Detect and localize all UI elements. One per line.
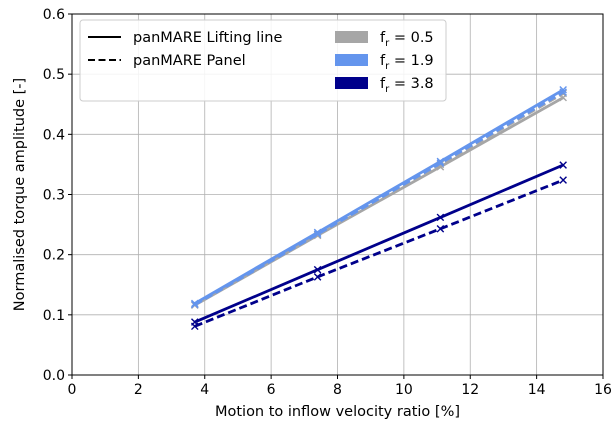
series-panel-fr-1-9-marker [559,88,567,97]
y-axis-label: Normalised torque amplitude [-] [12,78,28,311]
x-axis-label: Motion to inflow velocity ratio [%] [215,404,460,420]
series-panel-fr-1-9-marker [313,230,322,239]
series-panel-fr-3-8-marker [559,176,567,184]
series-panel-fr-3-8-marker [436,225,445,233]
legend-label-fr-3-8: fr = 3.8 [380,76,434,95]
x-tick-label: 6 [267,382,276,398]
y-tick-label: 0.1 [43,308,65,324]
x-tick-label: 12 [461,382,479,398]
series-panel-fr-1-9-line [194,90,564,306]
series-lifting-fr-3-8-marker [559,161,567,169]
y-tick-label: 0.2 [43,248,65,264]
legend-label-fr-1-9: fr = 1.9 [380,53,434,72]
y-tick-label: 0.5 [43,67,65,83]
series-panel-fr-1-9-marker [190,300,199,309]
series-lifting-fr-0-5-line [194,96,564,307]
y-tick-label: 0.3 [43,188,65,204]
legend-swatch-fr-1-9 [335,54,368,66]
legend-label-lifting-line: panMARE Lifting line [133,30,282,46]
series-lifting-fr-1-9-line [194,88,564,305]
legend: panMARE Lifting line panMARE Panel fr = … [79,19,447,102]
y-tick-label: 0.4 [43,127,65,143]
x-tick-label: 2 [134,382,143,398]
series-panel-fr-3-8-marker [190,322,199,331]
series-panel-fr-3-8-line [194,178,564,328]
series-panel-fr-3-8-marker [313,273,322,281]
x-tick-label: 4 [200,382,209,398]
series-panel-fr-1-9-marker [436,159,445,168]
series-lifting-fr-3-8-line [194,163,564,324]
x-tick-label: 10 [395,382,413,398]
y-tick-label: 0.6 [43,7,65,23]
legend-label-fr-0-5: fr = 0.5 [380,30,434,49]
series-layer [190,86,567,331]
ticks: 0 2 4 6 8 10 12 14 16 0.0 0.1 0.2 0.3 0.4 0.5 0.6 [43,7,612,398]
legend-label-panel: panMARE Panel [133,53,246,69]
y-tick-label: 0.0 [43,368,65,384]
x-tick-label: 14 [528,382,546,398]
series-lifting-fr-3-8-marker [436,213,445,222]
legend-swatch-fr-0-5 [335,31,368,43]
x-tick-label: 8 [333,382,342,398]
x-tick-label: 0 [68,382,77,398]
series-lifting-fr-3-8-marker [313,265,322,274]
x-tick-label: 16 [594,382,612,398]
legend-swatch-fr-3-8 [335,77,368,89]
